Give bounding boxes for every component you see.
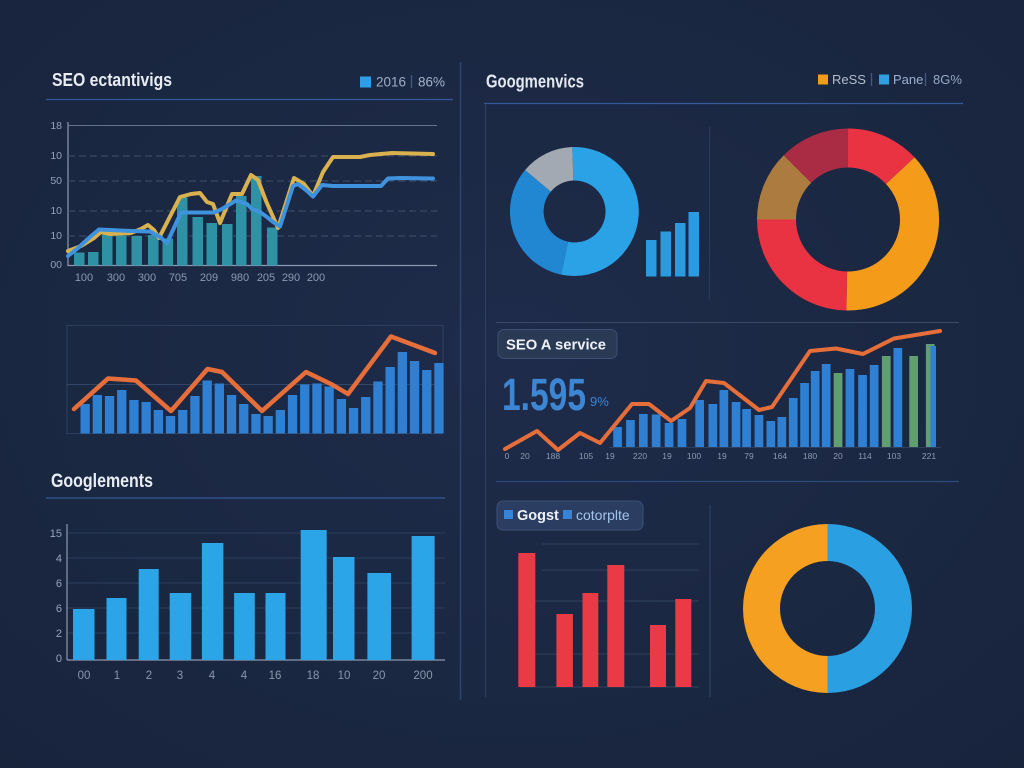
svg-text:6: 6 <box>56 578 62 590</box>
svg-text:300: 300 <box>107 272 125 284</box>
svg-text:8G%: 8G% <box>933 72 962 87</box>
svg-text:10: 10 <box>50 150 62 162</box>
svg-text:cotorplte: cotorplte <box>576 507 630 523</box>
svg-text:4: 4 <box>241 670 248 682</box>
svg-text:79: 79 <box>744 451 754 461</box>
svg-text:4: 4 <box>209 670 216 682</box>
svg-text:Pane: Pane <box>893 72 923 87</box>
svg-text:10: 10 <box>50 205 62 217</box>
svg-text:Gogst: Gogst <box>517 508 559 524</box>
svg-text:10: 10 <box>50 230 62 242</box>
svg-text:221: 221 <box>922 451 936 461</box>
svg-text:209: 209 <box>200 272 218 284</box>
svg-text:19: 19 <box>662 451 672 461</box>
svg-text:4: 4 <box>56 553 62 565</box>
svg-text:180: 180 <box>803 451 817 461</box>
svg-text:SEO A service: SEO A service <box>506 337 606 354</box>
svg-text:114: 114 <box>858 451 872 461</box>
svg-text:10: 10 <box>338 670 351 682</box>
svg-text:220: 220 <box>633 451 647 461</box>
svg-text:103: 103 <box>887 451 901 461</box>
svg-text:205: 205 <box>257 272 275 284</box>
svg-text:20: 20 <box>520 451 530 461</box>
svg-text:86%: 86% <box>418 75 445 90</box>
svg-text:1: 1 <box>114 670 120 682</box>
svg-text:2: 2 <box>56 628 62 640</box>
svg-text:3: 3 <box>177 670 183 682</box>
svg-text:200: 200 <box>307 272 325 284</box>
svg-text:18: 18 <box>307 670 320 682</box>
svg-text:705: 705 <box>169 272 187 284</box>
svg-text:200: 200 <box>413 670 432 682</box>
svg-text:980: 980 <box>231 272 249 284</box>
svg-text:16: 16 <box>269 670 282 682</box>
svg-text:2: 2 <box>146 670 152 682</box>
svg-text:ReSS: ReSS <box>832 72 866 87</box>
svg-text:290: 290 <box>282 272 300 284</box>
svg-text:6: 6 <box>56 603 62 615</box>
svg-text:0: 0 <box>505 451 510 461</box>
svg-text:1.595: 1.595 <box>502 369 586 420</box>
svg-text:164: 164 <box>773 451 787 461</box>
svg-text:100: 100 <box>687 451 701 461</box>
svg-text:9%: 9% <box>590 394 609 409</box>
svg-text:0: 0 <box>56 653 62 665</box>
svg-text:19: 19 <box>717 451 727 461</box>
svg-text:2016: 2016 <box>376 75 406 90</box>
svg-text:100: 100 <box>75 272 93 284</box>
svg-text:50: 50 <box>50 175 62 187</box>
svg-text:Googlements: Googlements <box>51 471 153 492</box>
svg-text:00: 00 <box>78 670 91 682</box>
svg-text:188: 188 <box>546 451 560 461</box>
svg-text:Googmenvics: Googmenvics <box>486 71 584 92</box>
svg-text:18: 18 <box>50 120 62 132</box>
svg-text:00: 00 <box>50 259 62 271</box>
svg-text:19: 19 <box>605 451 615 461</box>
svg-text:15: 15 <box>50 528 62 540</box>
svg-text:20: 20 <box>373 670 386 682</box>
svg-text:105: 105 <box>579 451 593 461</box>
svg-text:SEO ectantivigs: SEO ectantivigs <box>52 70 172 90</box>
svg-text:20: 20 <box>833 451 843 461</box>
svg-text:300: 300 <box>138 272 156 284</box>
